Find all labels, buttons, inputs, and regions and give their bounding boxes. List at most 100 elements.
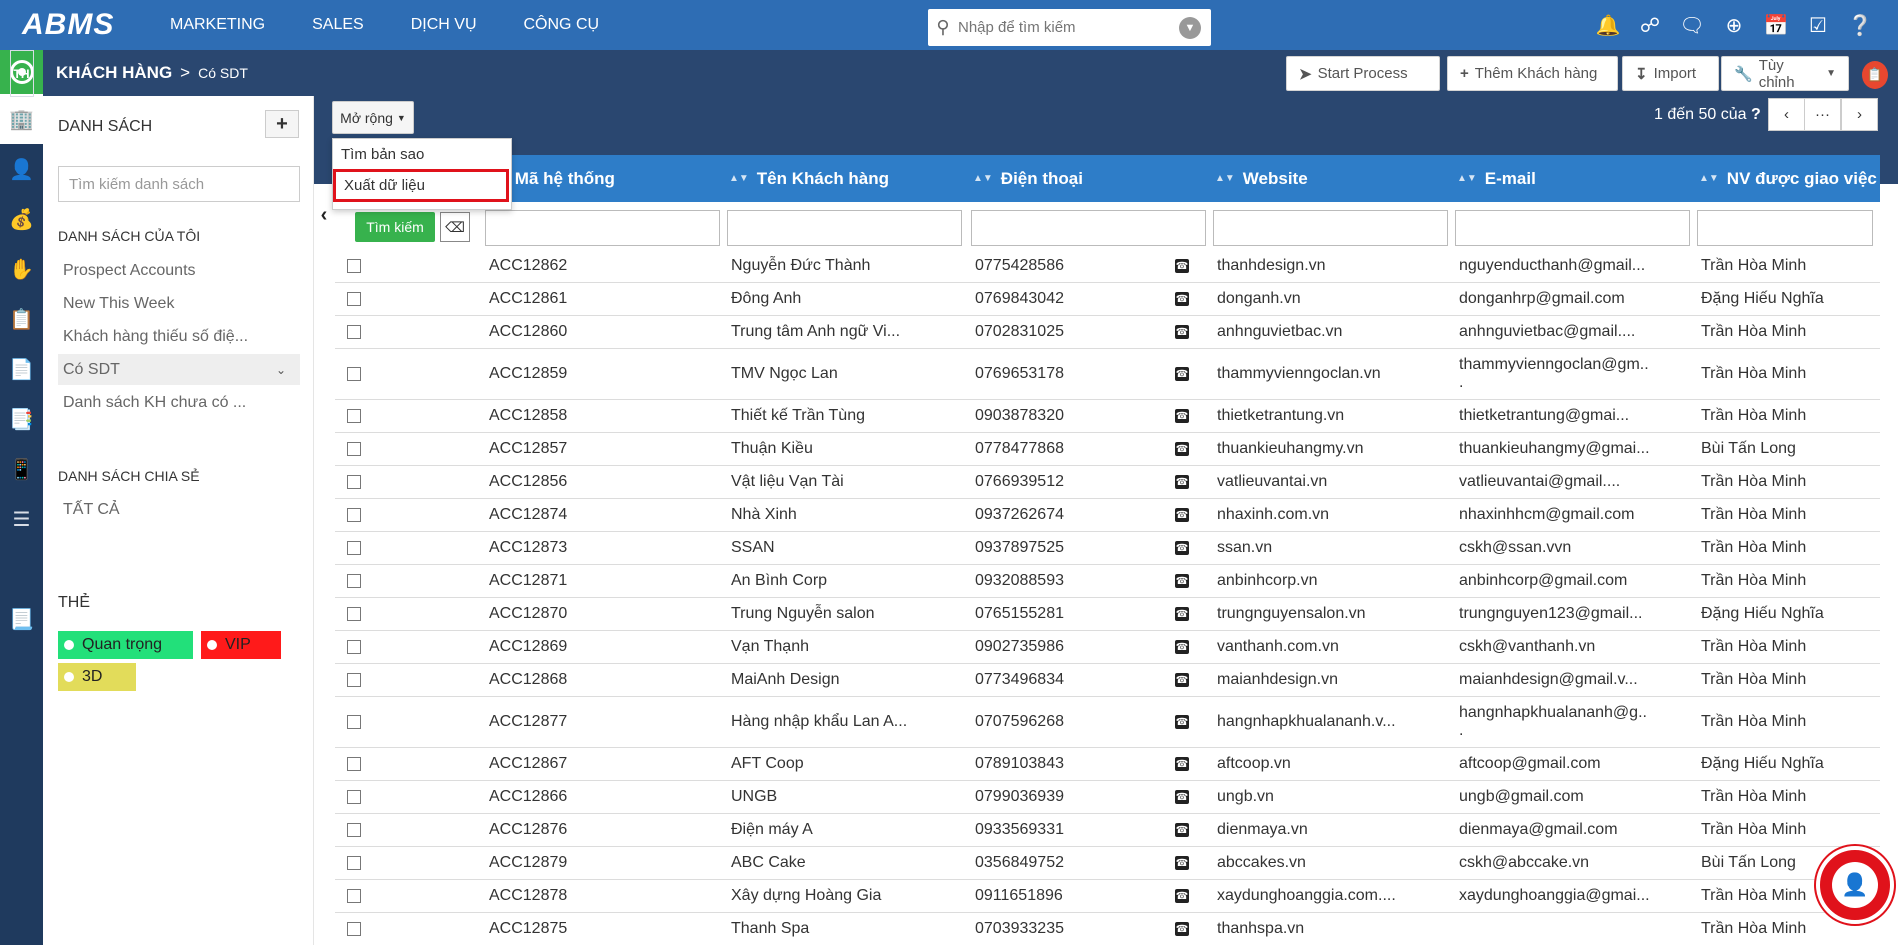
phone-call-icon[interactable]: ☎ [1175,541,1189,555]
row-checkbox[interactable] [347,922,361,936]
cell-email[interactable]: xaydunghoanggia@gmai... [1459,887,1650,904]
cell-name[interactable]: Hàng nhập khẩu Lan A... [731,713,908,730]
table-row[interactable]: ACC12871 An Bình Corp 0932088593 anbinhcorp… [335,565,1880,598]
row-checkbox[interactable] [347,640,361,654]
cell-name[interactable]: Điện máy A [731,821,813,838]
table-row[interactable]: ACC12866 UNGB 0799036939 ungb.vn Trần Hòa Mi… [335,781,1880,814]
cell-name[interactable]: ABC Cake [731,854,806,871]
row-checkbox[interactable] [347,259,361,273]
clipboard-alert-icon[interactable]: 📋 [1862,61,1888,89]
collapse-sidebar-icon[interactable]: ‹ [320,203,328,226]
table-row[interactable]: ACC12877 Hàng nhập khẩu Lan A... 070759626… [335,697,1880,748]
row-checkbox[interactable] [347,367,361,381]
row-checkbox[interactable] [347,541,361,555]
check-square-icon[interactable]: ☑ [1809,14,1827,37]
table-row[interactable]: ACC12874 Nhà Xinh 0937262674 nhaxinh.com.vn… [335,499,1880,532]
tag-important[interactable]: Quan trọng [58,631,193,659]
row-checkbox[interactable] [347,856,361,870]
id-badge-icon[interactable]: 📄 [9,358,34,381]
filter-input-phone[interactable] [971,210,1206,246]
phone-call-icon[interactable]: ☎ [1175,607,1189,621]
cell-website[interactable]: vanthanh.com.vn [1217,638,1339,655]
customize-button[interactable]: 🔧 Tùy chỉnh ▼ [1721,56,1849,91]
chevron-down-icon[interactable]: ⌄ [275,362,286,377]
phone-call-icon[interactable]: ☎ [1175,757,1189,771]
table-row[interactable]: ACC12861 Đông Anh 0769843042 donganh.vn Đặng… [335,283,1880,316]
filter-input-name[interactable] [727,210,962,246]
column-header[interactable]: ▲▼ NV được giao việc [1699,168,1877,188]
table-row[interactable]: ACC12858 Thiết kế Trần Tùng 0903878320 thie… [335,400,1880,433]
nav-tools[interactable]: CÔNG CỤ [523,16,600,33]
cell-website[interactable]: thanhdesign.vn [1217,257,1326,274]
cell-name[interactable]: Xây dựng Hoàng Gia [731,887,882,904]
phone-call-icon[interactable]: ☎ [1175,475,1189,489]
row-checkbox[interactable] [347,292,361,306]
row-checkbox[interactable] [347,442,361,456]
cell-email[interactable]: trungnguyen123@gmail... [1459,605,1643,622]
cell-name[interactable]: Vật liệu Vạn Tài [731,473,844,490]
table-row[interactable]: ACC12878 Xây dựng Hoàng Gia 0911651896 xayd… [335,880,1880,913]
cell-name[interactable]: MaiAnh Design [731,671,840,688]
cell-email[interactable]: cskh@vanthanh.vn [1459,638,1596,655]
list-search-input[interactable]: Tìm kiếm danh sách [58,166,300,202]
table-row[interactable]: ACC12860 Trung tâm Anh ngữ Vi... 070283102… [335,316,1880,349]
table-row[interactable]: ACC12869 Vạn Thạnh 0902735986 vanthanh.com.… [335,631,1880,664]
phone-call-icon[interactable]: ☎ [1175,292,1189,306]
handshake-icon[interactable]: ✋ [9,258,34,281]
row-checkbox[interactable] [347,673,361,687]
calendar-icon[interactable]: 📅 [1763,14,1789,37]
layers-icon[interactable]: ☰ [12,508,31,531]
cell-email[interactable]: thuankieuhangmy@gmai... [1459,440,1650,457]
cell-email[interactable]: cskh@ssan.vvn [1459,539,1572,556]
row-checkbox[interactable] [347,607,361,621]
filter-input-owner[interactable] [1697,210,1873,246]
cell-email[interactable]: cskh@abccake.vn [1459,854,1590,871]
row-checkbox[interactable] [347,574,361,588]
phone-call-icon[interactable]: ☎ [1175,442,1189,456]
po-icon[interactable]: 📃 [9,608,34,631]
prev-page-icon[interactable]: ‹ [1768,98,1805,131]
column-header[interactable]: ▲▼ E-mail [1457,168,1536,188]
mobile-icon[interactable]: 📱 [9,458,34,481]
app-home-button[interactable] [0,50,43,94]
cell-website[interactable]: thietketrantung.vn [1217,407,1345,424]
building-icon[interactable]: 🏢 [0,94,43,144]
add-customer-button[interactable]: + Thêm Khách hàng [1447,56,1618,91]
list-item[interactable]: Danh sách KH chưa có ... [63,393,247,411]
list-item[interactable]: Khách hàng thiếu số điệ... [63,327,249,345]
expand-menu-button[interactable]: Mở rộng ▼ [332,101,414,134]
cell-email[interactable]: nguyenducthanh@gmail... [1459,257,1646,274]
plus-icon[interactable]: ⊕ [1725,14,1743,37]
list-item[interactable]: Prospect Accounts [63,261,196,279]
cell-website[interactable]: ungb.vn [1217,788,1274,805]
table-row[interactable]: ACC12875 Thanh Spa 0703933235 thanhspa.vn Tr… [335,913,1880,945]
row-checkbox[interactable] [347,823,361,837]
phone-call-icon[interactable]: ☎ [1175,640,1189,654]
cell-website[interactable]: nhaxinh.com.vn [1217,506,1330,523]
nav-sales[interactable]: SALES [312,16,364,33]
chat-icon[interactable]: 🗨 [1679,14,1705,37]
search-input[interactable] [958,19,1179,36]
filter-input-email[interactable] [1455,210,1690,246]
user-icon[interactable]: 👤 [9,158,34,181]
cell-email[interactable]: vatlieuvantai@gmail.... [1459,473,1621,490]
table-row[interactable]: ACC12873 SSAN 0937897525 ssan.vn Trần Hòa Mi… [335,532,1880,565]
cell-email[interactable]: hangnhapkhualananh@g... [1459,704,1647,739]
cell-website[interactable]: abccakes.vn [1217,854,1306,871]
cell-website[interactable]: thammyvienngoclan.vn [1217,365,1381,382]
find-duplicates-item[interactable]: Tìm bản sao [341,145,425,163]
cell-email[interactable]: ungb@gmail.com [1459,788,1584,805]
column-header[interactable]: ▲▼ Website [1215,168,1308,188]
next-page-icon[interactable]: › [1841,98,1878,131]
phone-call-icon[interactable]: ☎ [1175,508,1189,522]
table-row[interactable]: ACC12856 Vật liệu Vạn Tài 0766939512 vatlie… [335,466,1880,499]
phone-call-icon[interactable]: ☎ [1175,715,1189,729]
network-icon[interactable]: ☍ [1639,14,1661,37]
table-row[interactable]: ACC12857 Thuận Kiều 0778477868 thuankieuhan… [335,433,1880,466]
breadcrumb-section[interactable]: KHÁCH HÀNG [56,63,173,82]
cell-name[interactable]: Trung Nguyễn salon [731,605,875,622]
filter-input-code[interactable] [485,210,720,246]
cell-email[interactable]: dienmaya@gmail.com [1459,821,1618,838]
table-row[interactable]: ACC12876 Điện máy A 0933569331 dienmaya.vn T… [335,814,1880,847]
cell-email[interactable]: maianhdesign@gmail.v... [1459,671,1638,688]
